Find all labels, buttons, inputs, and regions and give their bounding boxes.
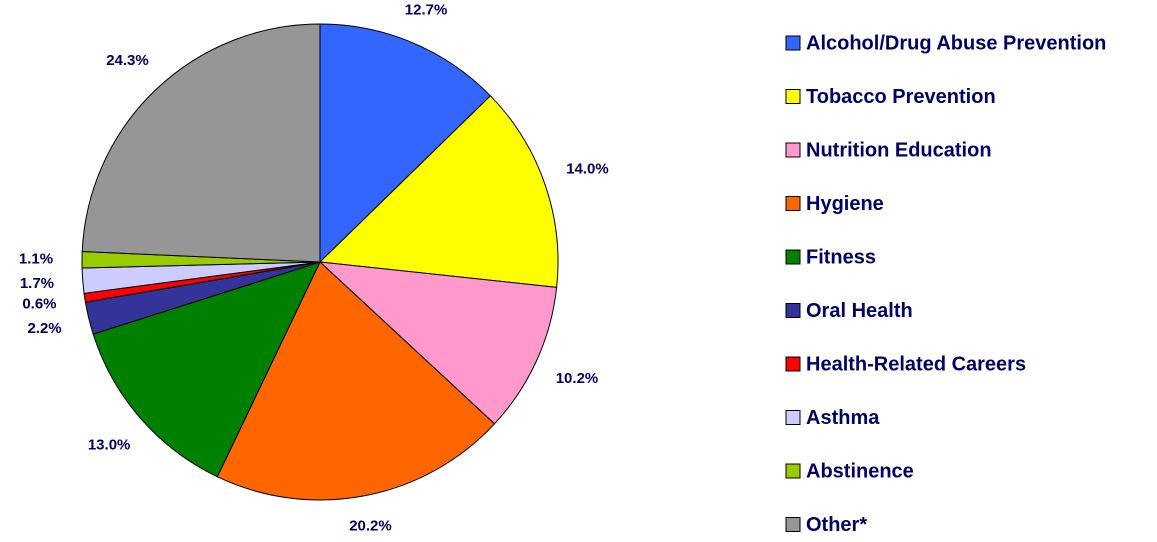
data-label: 14.0% (566, 160, 609, 177)
legend-label: Health-Related Careers (806, 353, 1026, 375)
legend-swatch (785, 35, 801, 51)
legend-swatch (785, 196, 801, 211)
pie-slice (81, 23, 321, 263)
data-label: 24.3% (106, 52, 149, 69)
data-label: 12.7% (405, 1, 448, 18)
legend-label: Asthma (806, 407, 880, 429)
data-label: 1.1% (19, 250, 53, 267)
legend-swatch (785, 142, 801, 158)
legend-swatch (785, 303, 801, 318)
legend-swatch (785, 463, 801, 479)
legend-label: Tobacco Prevention (806, 86, 996, 108)
data-label: 1.7% (20, 275, 54, 292)
legend-swatch (785, 89, 801, 104)
data-label: 2.2% (27, 320, 61, 337)
pie-slice (216, 261, 496, 501)
pie-slice (318, 261, 558, 425)
legend-label: Oral Health (806, 300, 913, 322)
legend-label: Abstinence (806, 460, 914, 482)
data-label: 10.2% (556, 370, 599, 387)
pie-slice (92, 261, 321, 478)
legend-swatch (785, 249, 801, 265)
legend-label: Nutrition Education (806, 139, 992, 161)
legend-swatch (785, 356, 801, 372)
data-label: 13.0% (88, 437, 131, 454)
legend-label: Fitness (806, 246, 876, 268)
legend-label: Hygiene (806, 193, 884, 215)
pie-slice (319, 23, 492, 264)
data-label: 0.6% (22, 296, 56, 313)
data-label: 20.2% (349, 518, 392, 535)
legend-swatch (785, 410, 801, 425)
legend-swatch (785, 517, 801, 532)
pie-slice (318, 95, 559, 288)
legend-label: Other* (806, 514, 867, 536)
legend-label: Alcohol/Drug Abuse Prevention (806, 32, 1106, 54)
